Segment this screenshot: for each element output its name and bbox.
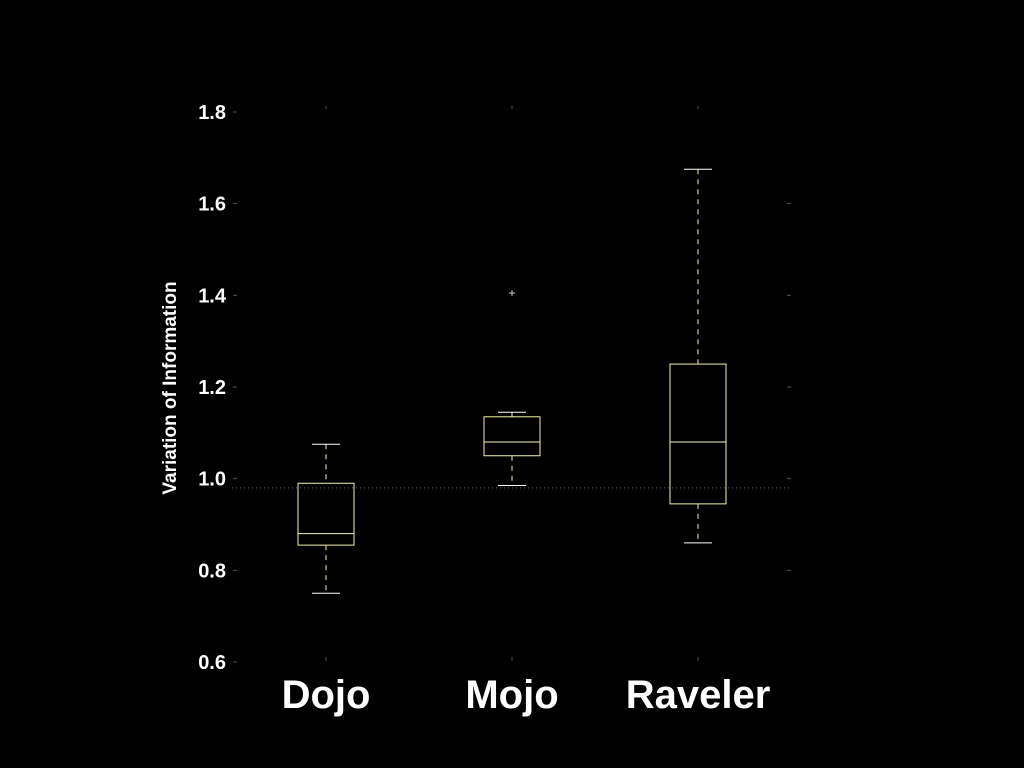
- x-category-label: Raveler: [626, 673, 771, 717]
- y-tick-label: 1.4: [198, 285, 227, 307]
- y-tick-label: 0.6: [198, 652, 226, 674]
- box-iqr: [483, 416, 541, 457]
- x-category-label: Mojo: [465, 673, 558, 717]
- y-axis-label: Variation of Information: [160, 281, 181, 494]
- box-dojo: [297, 443, 355, 594]
- y-axis: 0.6 0.8 1.0 1.2 1.4 1.6 1.8: [198, 102, 791, 674]
- box-iqr: [297, 482, 355, 546]
- box-iqr: [669, 363, 727, 505]
- y-tick-label: 0.8: [198, 560, 226, 582]
- box-raveler: [669, 168, 727, 544]
- boxes-group: [297, 168, 727, 594]
- x-category-label: Dojo: [282, 673, 371, 717]
- y-tick-label: 1.8: [198, 102, 226, 124]
- y-tick-label: 1.0: [198, 469, 226, 491]
- y-tick-label: 1.2: [198, 377, 226, 399]
- y-tick-label: 1.6: [198, 194, 226, 216]
- box-mojo: [483, 290, 541, 487]
- x-axis: Dojo Mojo Raveler: [282, 106, 771, 717]
